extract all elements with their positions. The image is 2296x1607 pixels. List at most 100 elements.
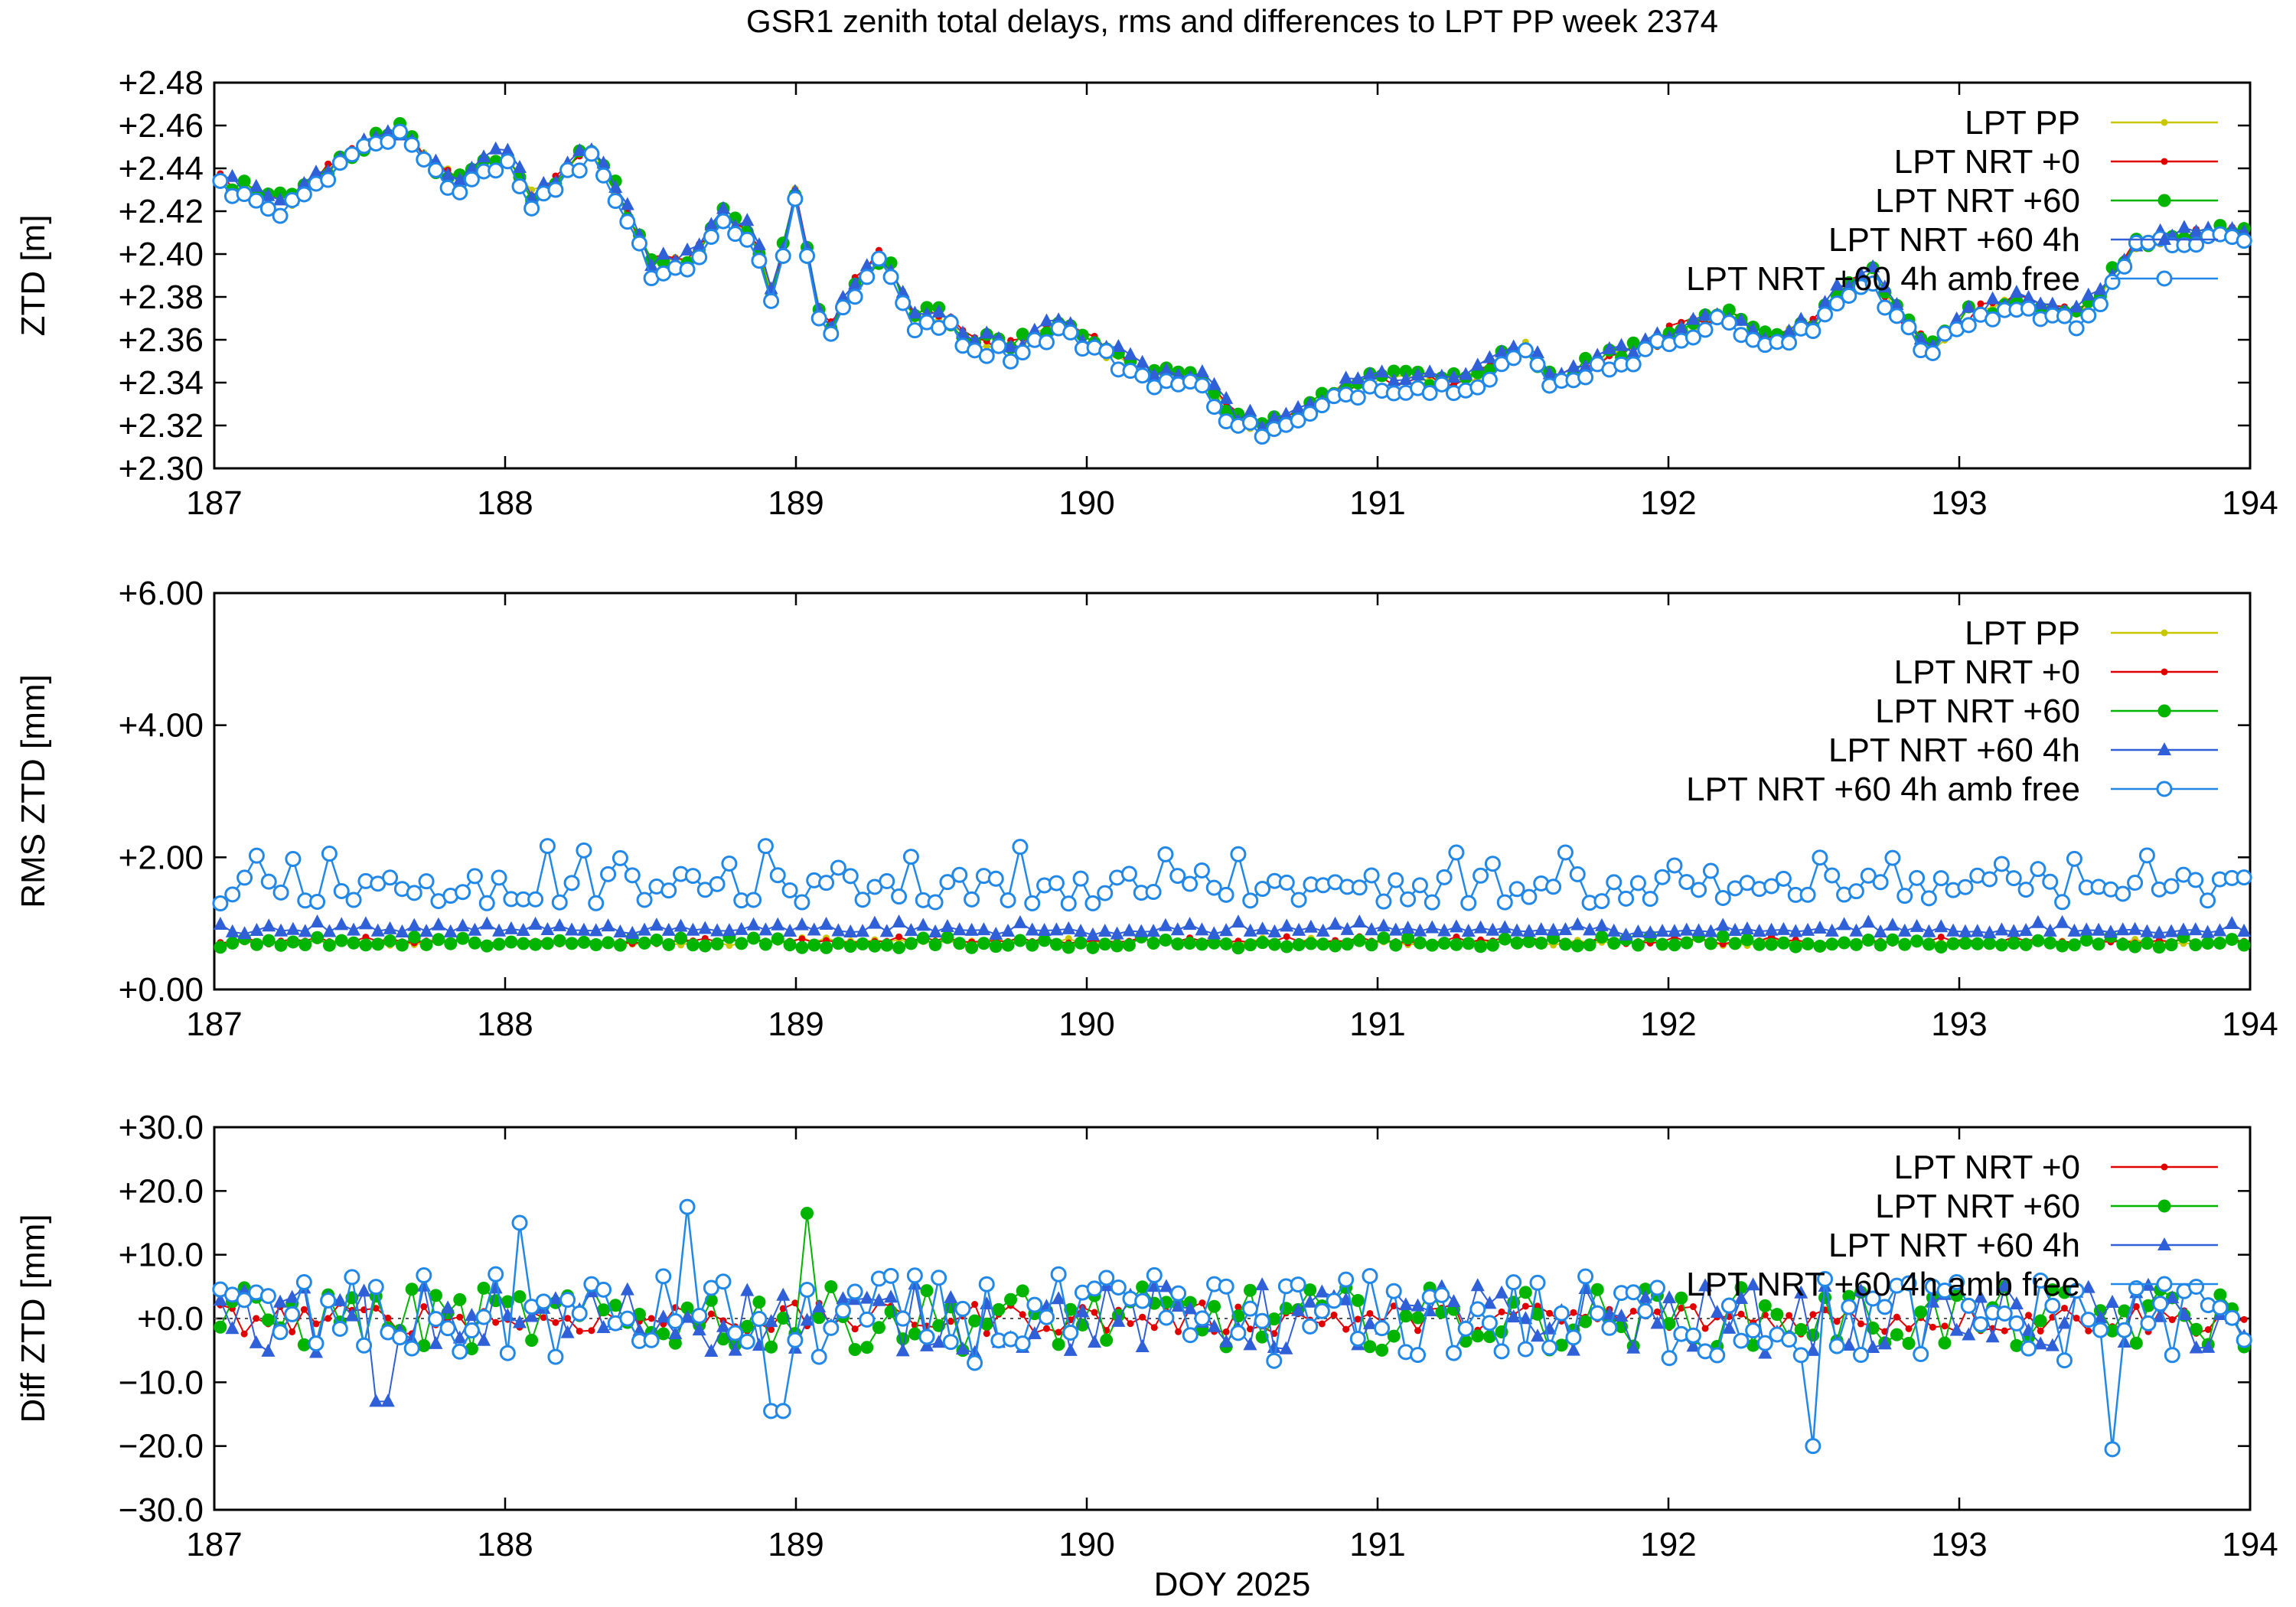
data-point xyxy=(1195,937,1208,951)
data-point xyxy=(395,924,409,938)
data-point xyxy=(443,924,458,937)
data-point xyxy=(1050,1266,1067,1283)
data-point xyxy=(1531,345,1544,359)
data-point xyxy=(465,1341,478,1355)
data-point xyxy=(1888,308,1905,324)
data-point xyxy=(1193,862,1210,878)
data-point xyxy=(1958,937,1972,950)
data-point xyxy=(1920,890,1937,907)
data-point xyxy=(1243,403,1257,417)
data-point xyxy=(529,937,543,951)
data-point xyxy=(1639,1283,1652,1296)
series-lpt-nrt-60-4h-amb-free xyxy=(212,123,2252,445)
data-point xyxy=(1728,937,1742,950)
y-tick-label: +2.32 xyxy=(119,407,204,445)
data-point xyxy=(249,937,263,951)
data-point xyxy=(1702,862,1719,879)
data-point xyxy=(807,922,821,936)
data-point xyxy=(1973,1289,1988,1303)
data-point xyxy=(576,842,592,859)
data-point xyxy=(1038,1309,1055,1325)
data-point xyxy=(791,1299,799,1307)
data-point xyxy=(2033,1336,2048,1350)
data-point xyxy=(1860,867,1877,884)
data-point xyxy=(1841,1299,1857,1315)
data-point xyxy=(1351,371,1365,385)
data-point xyxy=(892,914,906,928)
data-point xyxy=(1048,875,1065,892)
data-point xyxy=(272,884,289,901)
data-point xyxy=(1495,1285,1509,1299)
series-lpt-nrt-60-4h-amb-free xyxy=(212,838,2252,912)
data-point xyxy=(1446,1294,1461,1308)
data-point xyxy=(1062,940,1075,954)
data-point xyxy=(2017,882,2034,898)
data-point xyxy=(2092,296,2108,313)
data-point xyxy=(1698,308,1713,321)
data-point xyxy=(1498,932,1512,946)
data-point xyxy=(320,1292,337,1309)
data-point xyxy=(882,269,899,285)
data-point xyxy=(2037,1327,2044,1335)
data-point xyxy=(1049,922,1064,936)
data-point xyxy=(636,892,653,908)
data-point xyxy=(465,1308,479,1322)
data-point xyxy=(1266,1352,1283,1369)
data-point xyxy=(553,918,567,931)
data-point xyxy=(758,937,772,951)
data-point xyxy=(2128,940,2142,953)
data-point xyxy=(1049,937,1063,951)
data-point xyxy=(1905,1325,1913,1332)
data-point xyxy=(1913,1346,1929,1363)
data-point xyxy=(356,1337,373,1354)
data-point xyxy=(965,940,979,954)
data-point xyxy=(920,1284,934,1298)
data-point xyxy=(807,938,821,952)
data-point xyxy=(691,249,708,266)
data-point xyxy=(707,1310,715,1318)
y-tick-label: +4.00 xyxy=(119,707,204,745)
data-point xyxy=(1857,1320,1864,1328)
data-point xyxy=(2204,1325,2212,1333)
data-point xyxy=(1746,1277,1760,1291)
data-point xyxy=(1666,857,1683,874)
data-point xyxy=(1042,1325,1050,1332)
data-point xyxy=(2104,273,2121,290)
legend-label: LPT NRT +60 4h amb free xyxy=(1686,1266,2080,1303)
data-point xyxy=(347,922,361,936)
data-point xyxy=(1207,936,1221,950)
data-point xyxy=(2085,1327,2092,1335)
data-point xyxy=(1254,881,1271,898)
data-point xyxy=(1055,1328,1062,1336)
data-point xyxy=(842,868,859,885)
data-point xyxy=(1877,1336,1892,1350)
data-point xyxy=(488,162,504,179)
data-point xyxy=(1993,856,2010,872)
data-point xyxy=(1972,1315,1989,1332)
data-point xyxy=(734,921,748,935)
data-point xyxy=(704,217,719,230)
data-point xyxy=(1722,303,1736,317)
data-point xyxy=(564,1315,572,1322)
data-point xyxy=(1139,1313,1146,1321)
data-point xyxy=(2237,938,2251,952)
data-point xyxy=(2005,870,2022,887)
data-point xyxy=(1775,870,1792,887)
data-point xyxy=(1566,1342,1580,1356)
data-point xyxy=(1459,1335,1473,1348)
data-point xyxy=(1890,297,1904,311)
data-point xyxy=(783,924,797,937)
data-point xyxy=(1279,406,1293,420)
data-point xyxy=(253,1315,260,1322)
data-point xyxy=(1934,940,1948,954)
data-point xyxy=(308,1335,325,1352)
data-point xyxy=(1147,367,1162,381)
data-point xyxy=(403,1340,420,1357)
data-point xyxy=(1098,1270,1115,1286)
data-point xyxy=(1841,1338,1856,1351)
data-point xyxy=(1052,1338,1065,1351)
data-point xyxy=(2225,933,2239,947)
data-point xyxy=(418,873,435,890)
data-point xyxy=(1219,923,1234,937)
data-point xyxy=(2057,1315,2072,1329)
